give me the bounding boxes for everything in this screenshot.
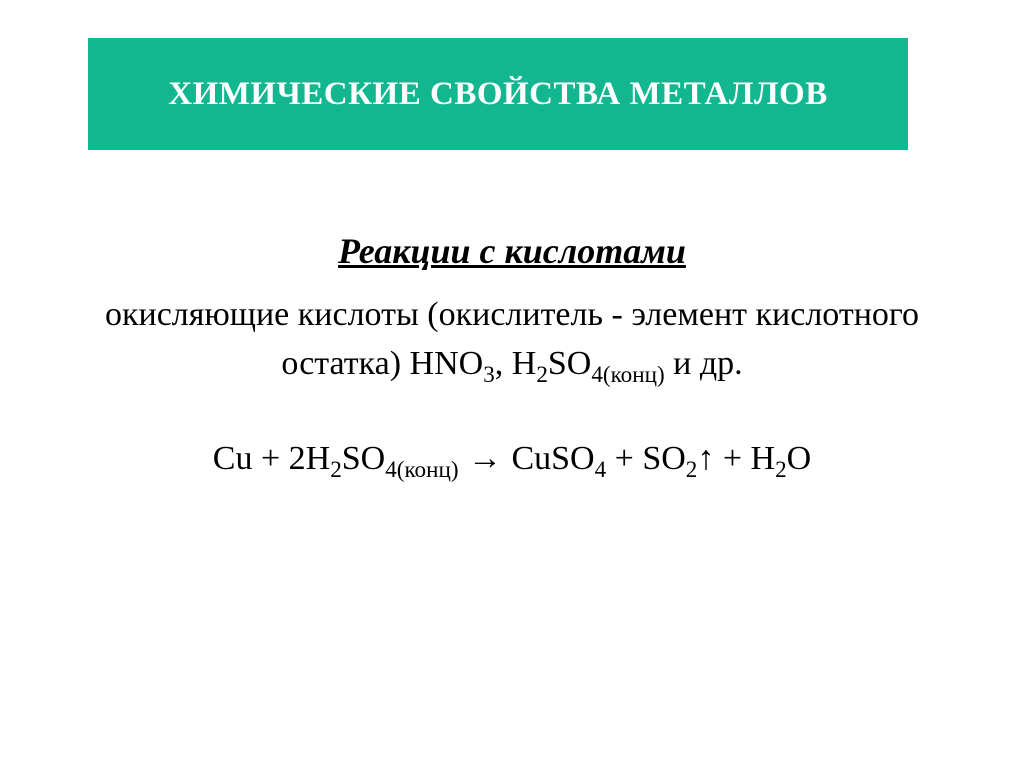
- eq-fragment: CuSO: [511, 440, 594, 477]
- title-banner: ХИМИЧЕСКИЕ СВОЙСТВА МЕТАЛЛОВ: [88, 38, 908, 150]
- eq-fragment: + SO: [606, 440, 686, 477]
- subscript: 3: [483, 362, 495, 388]
- text-fragment: SO: [548, 345, 591, 382]
- subscript: 4: [595, 456, 607, 482]
- slide-title: ХИМИЧЕСКИЕ СВОЙСТВА МЕТАЛЛОВ: [168, 76, 827, 113]
- reaction-arrow-icon: →: [459, 439, 512, 477]
- eq-fragment: Cu + 2H: [213, 440, 330, 477]
- eq-fragment: + H: [714, 440, 775, 477]
- subscript: 4(конц): [385, 456, 458, 482]
- subscript: 2: [536, 362, 548, 388]
- eq-fragment: O: [787, 440, 812, 477]
- subscript: 4(конц): [591, 362, 664, 388]
- section-subtitle: Реакции с кислотами: [70, 230, 954, 272]
- subscript: 2: [330, 456, 342, 482]
- slide-content: Реакции с кислотами окисляющие кислоты (…: [70, 230, 954, 482]
- subscript: 2: [775, 456, 787, 482]
- gas-uparrow-icon: ↑: [697, 439, 714, 477]
- explanation-text: окисляющие кислоты (окислитель - элемент…: [70, 290, 954, 389]
- subscript: 2: [686, 456, 698, 482]
- text-fragment: , H: [495, 345, 537, 382]
- eq-fragment: SO: [342, 440, 385, 477]
- chemical-equation: Cu + 2H2SO4(конц) → CuSO4 + SO2↑ + H2O: [70, 435, 954, 483]
- text-fragment: и др.: [665, 345, 743, 382]
